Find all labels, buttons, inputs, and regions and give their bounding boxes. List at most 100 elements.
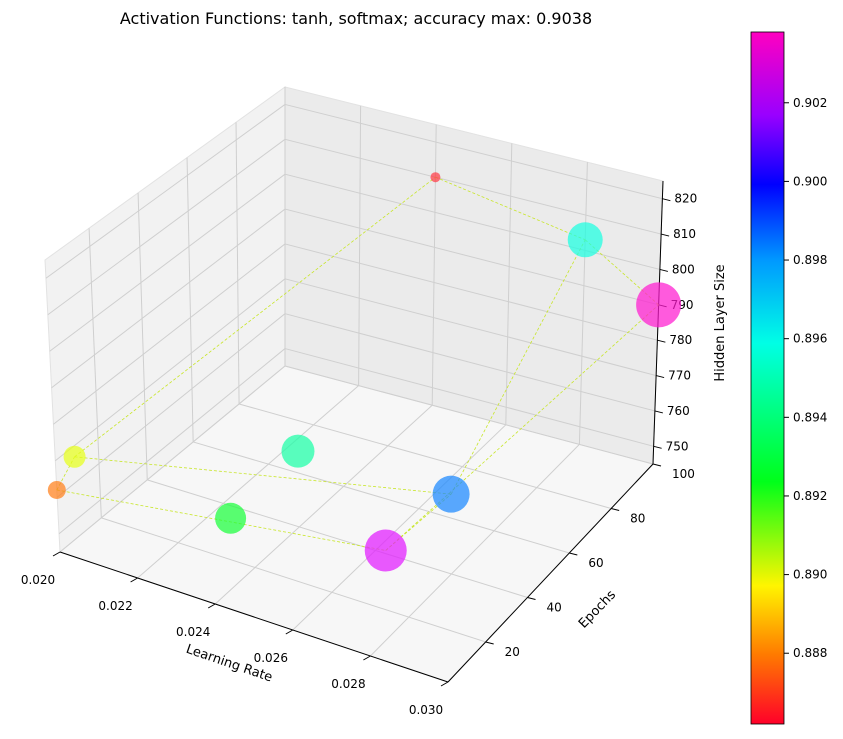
y-axis-line bbox=[447, 463, 654, 683]
x-grid-line bbox=[137, 385, 359, 579]
x-grid-line bbox=[431, 124, 437, 406]
y-grid-line bbox=[193, 441, 570, 554]
z-tick bbox=[661, 233, 670, 237]
data-point bbox=[215, 502, 247, 534]
z-axis-label: Hidden Layer Size bbox=[713, 264, 728, 381]
z-grid-line bbox=[58, 348, 286, 535]
x-tick-label: 0.028 bbox=[331, 677, 365, 691]
z-tick bbox=[659, 268, 668, 272]
y-tick bbox=[527, 596, 536, 600]
x-grid-line bbox=[578, 162, 588, 445]
z-tick bbox=[653, 445, 662, 449]
z-grid-line bbox=[284, 348, 654, 447]
x-tick-label: 0.024 bbox=[176, 625, 210, 639]
z-grid-line bbox=[284, 138, 662, 235]
z-grid-line bbox=[45, 104, 286, 279]
data-point bbox=[636, 282, 682, 328]
x-tick-label: 0.022 bbox=[98, 599, 132, 613]
z-grid-line bbox=[284, 103, 663, 200]
y-grid-line bbox=[284, 365, 654, 465]
data-point bbox=[430, 172, 441, 183]
z-tick-label: 800 bbox=[672, 262, 695, 276]
x-axis-line bbox=[59, 551, 449, 683]
y-tick bbox=[611, 508, 620, 511]
connector-line bbox=[435, 176, 586, 241]
y-grid-line bbox=[235, 122, 240, 404]
z-grid-line bbox=[284, 243, 658, 341]
y-tick bbox=[485, 641, 494, 645]
z-tick-label: 780 bbox=[669, 333, 692, 347]
x-tick bbox=[207, 603, 216, 609]
x-grid-line bbox=[505, 143, 513, 425]
connector-line bbox=[74, 176, 436, 458]
data-point bbox=[47, 480, 66, 499]
connector-line bbox=[74, 456, 452, 495]
z-grid-line bbox=[284, 278, 657, 377]
data-point bbox=[364, 529, 407, 572]
x-grid-line bbox=[59, 365, 286, 553]
colorbar bbox=[750, 31, 785, 725]
z-grid-line bbox=[284, 173, 660, 270]
z-tick-label: 810 bbox=[673, 227, 696, 241]
y-grid-line bbox=[88, 228, 102, 518]
z-grid-line bbox=[284, 208, 659, 306]
x-tick-label: 0.030 bbox=[409, 703, 443, 717]
y-grid-line bbox=[137, 192, 148, 480]
y-tick bbox=[569, 552, 578, 556]
chart-title: Activation Functions: tanh, softmax; acc… bbox=[120, 9, 592, 28]
x-tick bbox=[52, 551, 61, 557]
z-tick bbox=[654, 410, 663, 414]
x-tick-label: 0.026 bbox=[254, 651, 288, 665]
x-tick bbox=[130, 577, 138, 583]
z-tick bbox=[657, 339, 666, 343]
colorbar-tick-label: 0.892 bbox=[793, 489, 827, 503]
y-grid-line bbox=[238, 403, 612, 509]
x-tick bbox=[285, 629, 294, 635]
data-point bbox=[567, 222, 603, 258]
x-grid-line bbox=[292, 424, 507, 631]
colorbar-tick-label: 0.890 bbox=[793, 568, 827, 582]
connector-line bbox=[450, 239, 586, 495]
colorbar-ticks: 0.888 0.890 0.892 0.894 0.896 0.898 0.900 0.902 bbox=[784, 96, 827, 660]
colorbar-tick-label: 0.888 bbox=[793, 646, 827, 660]
data-point bbox=[63, 445, 86, 468]
x-tick-label: 0.020 bbox=[21, 573, 55, 587]
x-grid-line bbox=[370, 444, 580, 657]
y-tick-label: 20 bbox=[505, 645, 520, 659]
colorbar-tick-label: 0.896 bbox=[793, 332, 827, 346]
z-grid-line bbox=[284, 313, 656, 412]
y-grid-line bbox=[101, 517, 486, 643]
y-axis-label: Epochs bbox=[576, 587, 619, 631]
x-grid-line bbox=[214, 404, 433, 605]
z-tick-label: 770 bbox=[668, 369, 691, 383]
data-points bbox=[47, 172, 682, 572]
y-tick bbox=[652, 463, 662, 467]
y-tick-label: 100 bbox=[672, 467, 695, 481]
x-tick bbox=[440, 681, 449, 687]
z-tick bbox=[656, 375, 665, 379]
z-grid-line bbox=[55, 278, 286, 462]
z-grid-line bbox=[49, 173, 286, 352]
z-grid-line bbox=[53, 243, 286, 425]
y-tick-label: 60 bbox=[588, 556, 603, 570]
x-tick bbox=[363, 655, 371, 661]
y-tick-label: 40 bbox=[546, 600, 561, 614]
colorbar-tick-label: 0.898 bbox=[793, 253, 827, 267]
z-tick-label: 760 bbox=[667, 404, 690, 418]
connector-line bbox=[385, 304, 659, 551]
y-grid-line bbox=[147, 479, 528, 598]
colorbar-tick-label: 0.902 bbox=[793, 96, 827, 110]
z-grid-line bbox=[51, 208, 286, 389]
data-point bbox=[432, 475, 470, 513]
y-grid-line bbox=[186, 157, 194, 442]
x-grid-line bbox=[358, 105, 362, 386]
data-point bbox=[281, 434, 315, 468]
colorbar-tick-label: 0.900 bbox=[793, 174, 827, 188]
z-tick bbox=[662, 198, 671, 202]
colorbar-tick-label: 0.894 bbox=[793, 410, 827, 424]
y-tick-label: 80 bbox=[630, 511, 645, 525]
z-grid-line bbox=[56, 313, 286, 498]
z-tick-label: 820 bbox=[674, 192, 697, 206]
